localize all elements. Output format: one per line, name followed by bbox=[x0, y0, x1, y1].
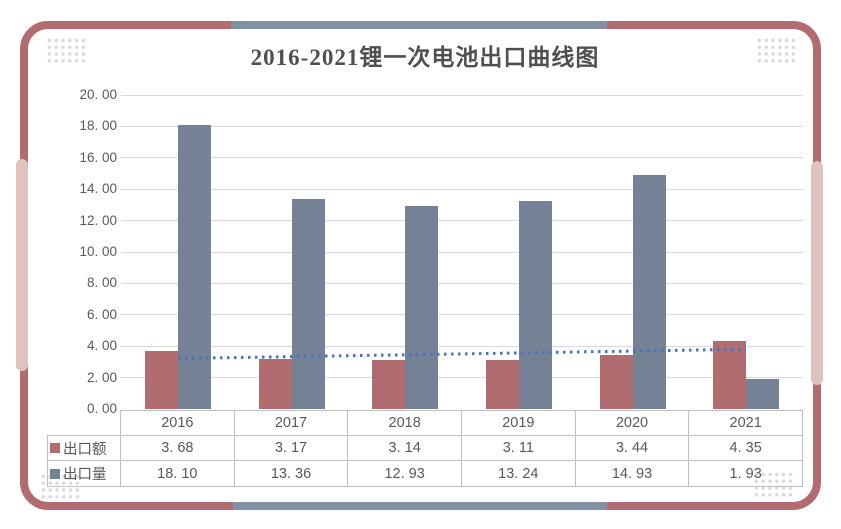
value-cell: 3. 11 bbox=[461, 436, 576, 461]
year-header-cell: 2019 bbox=[461, 410, 576, 436]
bar-export-value bbox=[258, 359, 292, 409]
bar-export-volume bbox=[405, 205, 439, 409]
value-cell: 13. 36 bbox=[234, 461, 349, 487]
value-cell: 4. 35 bbox=[689, 436, 803, 461]
table-corner-cell bbox=[47, 410, 121, 436]
y-axis-tick-label: 2. 00 bbox=[86, 369, 117, 385]
value-cell: 13. 24 bbox=[461, 461, 576, 487]
year-header-cell: 2017 bbox=[234, 410, 349, 436]
value-cell: 3. 17 bbox=[234, 436, 349, 461]
value-cell: 12. 93 bbox=[348, 461, 462, 487]
series-label-cell: 出口额 bbox=[47, 436, 121, 461]
legend-swatch-icon bbox=[50, 443, 60, 453]
bar-export-value bbox=[713, 340, 747, 409]
series-label-text: 出口量 bbox=[63, 467, 107, 483]
frame-right-pink-capsule bbox=[811, 161, 823, 385]
year-header-cell: 2016 bbox=[121, 410, 235, 436]
frame-top-accent-bar bbox=[231, 21, 607, 29]
year-header-cell: 2020 bbox=[575, 410, 690, 436]
gridline bbox=[121, 314, 803, 316]
bar-export-value bbox=[372, 359, 406, 409]
gridline bbox=[121, 377, 803, 379]
bar-export-value bbox=[486, 360, 519, 409]
value-cell: 14. 93 bbox=[575, 461, 690, 487]
gridline bbox=[121, 220, 803, 222]
gridline bbox=[121, 125, 803, 127]
gridline bbox=[121, 251, 803, 253]
data-table: 2016 2017 2018 2019 2020 2021 出口额 3. 68 3. 17 3. … bbox=[47, 410, 803, 487]
value-cell: 18. 10 bbox=[121, 461, 235, 487]
gridline bbox=[121, 282, 803, 284]
bar-export-volume bbox=[632, 174, 666, 409]
corner-dots-pattern-bottom-right bbox=[753, 471, 793, 498]
value-cell: 3. 14 bbox=[348, 436, 462, 461]
year-header-cell: 2018 bbox=[348, 410, 462, 436]
y-axis-tick-label: 4. 00 bbox=[86, 338, 117, 354]
gridline bbox=[121, 157, 803, 159]
bar-export-value bbox=[599, 354, 633, 409]
gridline bbox=[121, 345, 803, 347]
value-cell: 3. 44 bbox=[575, 436, 690, 461]
corner-dots-pattern-top-right bbox=[756, 37, 796, 64]
y-axis-tick-label: 16. 00 bbox=[79, 149, 117, 165]
gridline bbox=[121, 94, 803, 96]
value-cell: 1. 93 bbox=[689, 461, 803, 487]
year-header-cell: 2021 bbox=[689, 410, 803, 436]
bar-export-volume bbox=[519, 201, 552, 409]
y-axis-tick-label: 0. 00 bbox=[86, 401, 117, 416]
frame-left-pink-capsule bbox=[16, 159, 28, 371]
corner-dots-pattern-top-left bbox=[46, 37, 86, 64]
y-axis-tick-label: 12. 00 bbox=[79, 212, 117, 228]
bar-export-volume bbox=[178, 124, 211, 409]
series-label-text: 出口额 bbox=[63, 441, 107, 458]
y-axis-tick-label: 20. 00 bbox=[79, 87, 117, 102]
y-axis-tick-label: 6. 00 bbox=[86, 306, 117, 322]
y-axis-tick-label: 8. 00 bbox=[86, 275, 117, 291]
bar-export-volume bbox=[291, 199, 325, 409]
y-axis-tick-label: 10. 00 bbox=[79, 244, 117, 259]
value-cell: 3. 68 bbox=[121, 436, 235, 461]
bar-export-value bbox=[145, 351, 178, 409]
series-label-cell: 出口量 bbox=[47, 461, 121, 487]
legend-swatch-icon bbox=[50, 468, 60, 479]
y-axis-tick-label: 18. 00 bbox=[79, 118, 117, 134]
chart-title: 2016-2021锂一次电池出口曲线图 bbox=[250, 45, 600, 70]
gridline bbox=[121, 188, 803, 190]
bar-export-volume bbox=[746, 378, 780, 409]
frame-bottom-accent-bar bbox=[233, 502, 607, 510]
y-axis-tick-label: 14. 00 bbox=[79, 181, 117, 197]
